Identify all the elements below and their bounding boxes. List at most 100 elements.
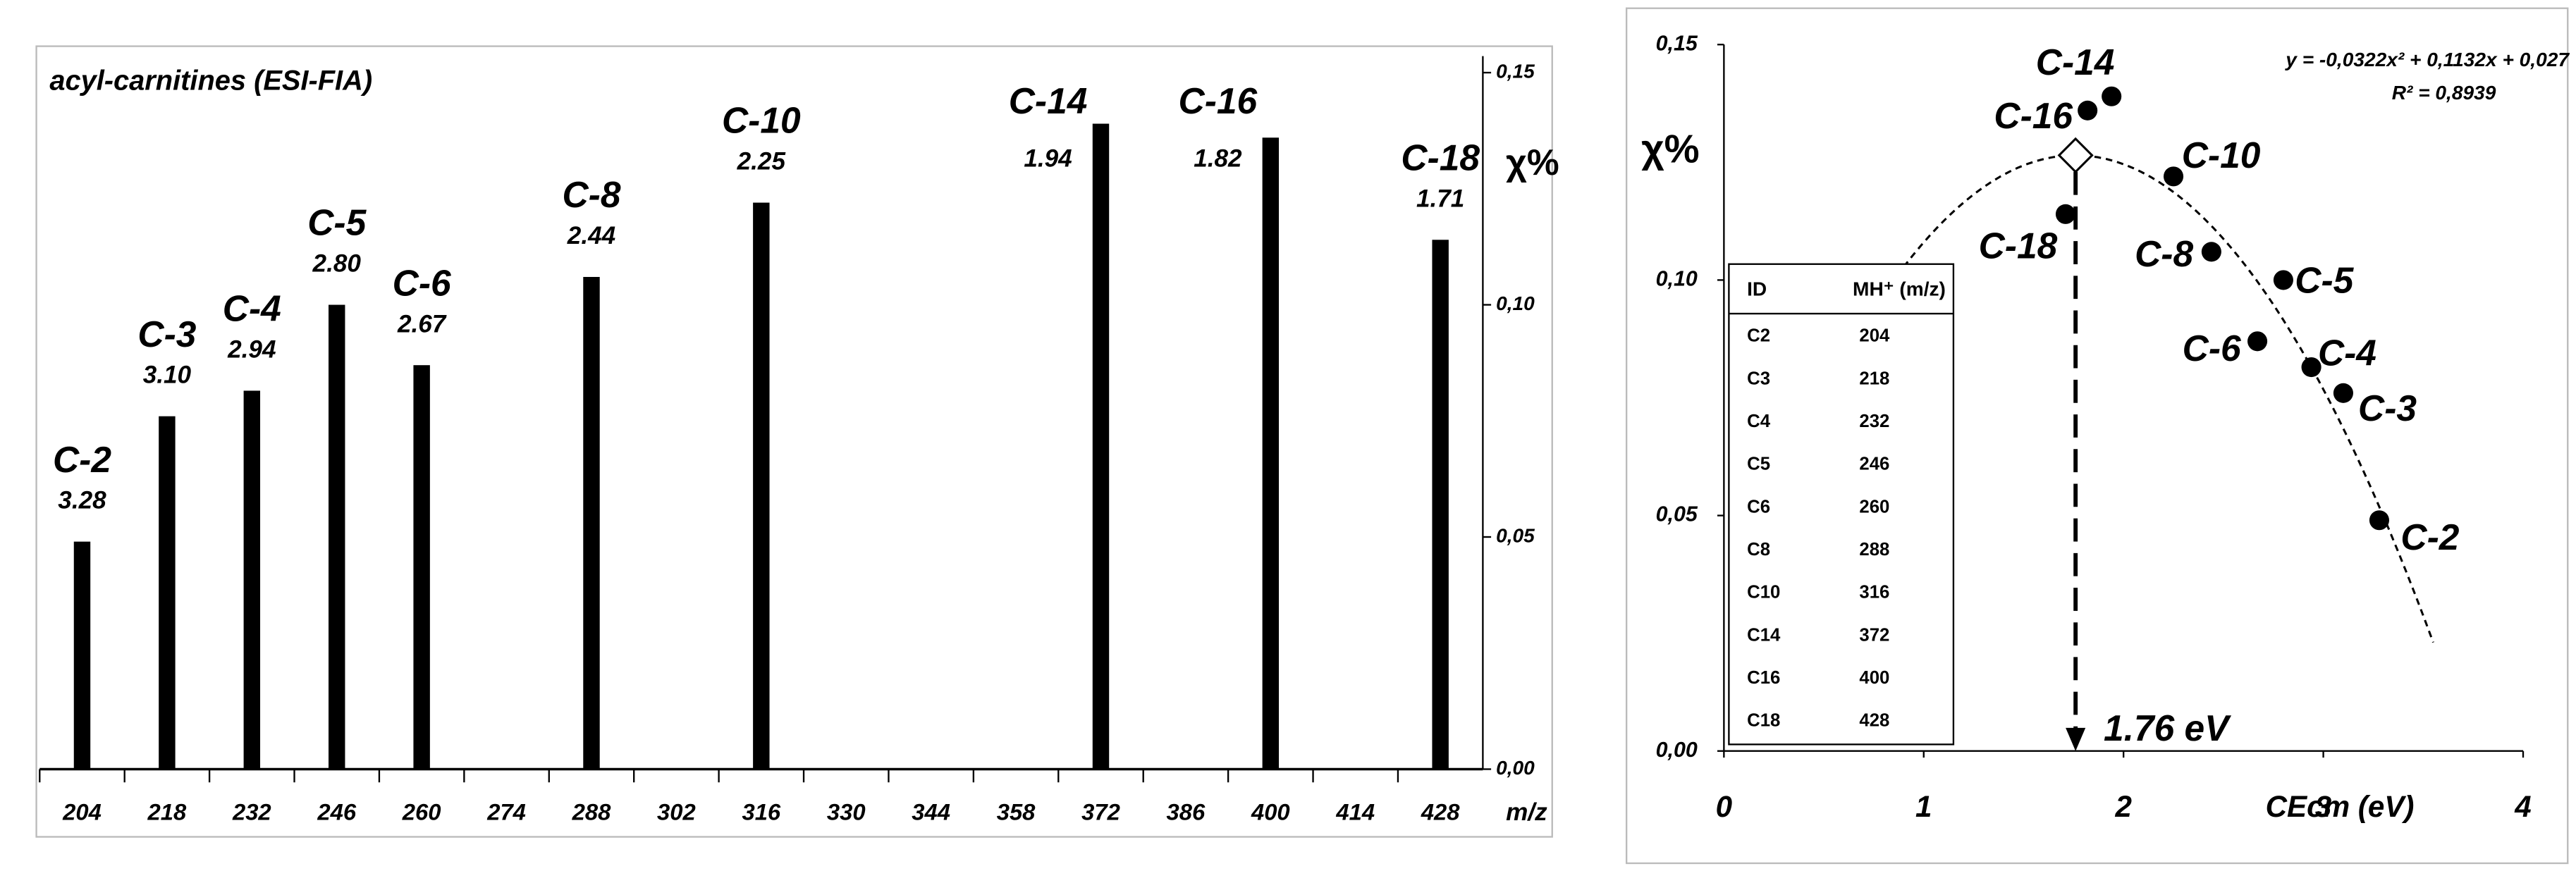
table-cell: 400 [1859, 668, 1889, 688]
x-tick-label: 1 [1915, 790, 1932, 823]
y-tick-label: 0,10 [1656, 266, 1698, 290]
bar-annotation: 3.28 [58, 487, 106, 514]
y-tick-label: 0,10 [1496, 292, 1535, 314]
bar-label: C-10 [722, 100, 801, 141]
x-tick-label: 316 [742, 798, 780, 824]
point [2102, 86, 2122, 106]
table-cell: 428 [1859, 711, 1889, 731]
arrow-head [2066, 727, 2086, 751]
bar-annotation: 2.80 [312, 250, 362, 278]
x-tick-label: 218 [147, 798, 187, 824]
bar-annotation: 2.94 [227, 336, 276, 364]
bar-annotation: 2.25 [737, 148, 786, 175]
x-tick-label: 4 [2514, 790, 2531, 823]
bar-annotation: 2.67 [397, 310, 447, 338]
y-tick-label: 0,15 [1656, 31, 1698, 55]
point [2055, 204, 2076, 224]
point [2201, 242, 2221, 262]
point [2078, 100, 2098, 121]
y-tick-label: 0,15 [1496, 60, 1535, 82]
table-cell: C6 [1747, 497, 1770, 517]
table-cell: 204 [1859, 326, 1890, 346]
bar [243, 390, 261, 770]
table-cell: 372 [1859, 625, 1889, 645]
x-tick-label: 232 [232, 798, 271, 824]
optimum-label: 1.76 eV [2104, 708, 2231, 748]
bar [329, 304, 345, 770]
bar-annotation: 3.10 [143, 362, 192, 389]
point [2273, 270, 2293, 290]
x-tick-label: 386 [1167, 798, 1206, 824]
fit-equation: y = -0,0322x² + 0,1132x + 0,027 [2284, 49, 2570, 70]
table-cell: C16 [1747, 668, 1780, 688]
x-tick-label: 3 [2315, 790, 2331, 823]
bar-annotation: 1.94 [1024, 144, 1072, 172]
bar-label: C-14 [1009, 80, 1088, 121]
r-squared: R² = 0,8939 [2392, 82, 2496, 104]
chart-title: acyl-carnitines (ESI-FIA) [49, 66, 372, 97]
table-cell: C18 [1747, 711, 1780, 731]
bar [413, 365, 430, 770]
x-tick-label: 0 [1716, 790, 1733, 823]
y-axis-label: χ% [1506, 142, 1559, 183]
x-axis-label: m/z [1506, 798, 1547, 826]
point-label: C-18 [1979, 226, 2058, 266]
bar-annotation: 1.71 [1416, 185, 1464, 212]
y-tick-label: 0,00 [1496, 757, 1535, 779]
bar-label: C-3 [137, 314, 196, 354]
bar [1432, 240, 1449, 770]
bar-annotation: 1.82 [1194, 144, 1242, 172]
point [2163, 166, 2184, 187]
bar-label: C-8 [562, 174, 620, 215]
bar-label: C-4 [223, 288, 281, 329]
x-tick-label: 358 [997, 798, 1036, 824]
table-cell: 316 [1859, 583, 1889, 603]
point [2301, 357, 2322, 378]
point [2369, 510, 2389, 531]
y-tick-label: 0,05 [1496, 524, 1535, 546]
point-label: C-6 [2183, 328, 2241, 369]
x-tick-label: 246 [317, 798, 356, 824]
bar [753, 202, 770, 770]
table-header: ID [1747, 278, 1767, 300]
x-tick-label: 274 [486, 798, 526, 824]
optimum-marker [2057, 137, 2094, 173]
bar-label: C-18 [1401, 137, 1480, 178]
fit-curve [1903, 154, 2434, 643]
table-cell: C4 [1747, 412, 1771, 431]
table-cell: 246 [1859, 455, 1889, 474]
table-header: MH⁺ (m/z) [1853, 278, 1946, 300]
table-cell: 232 [1859, 412, 1889, 431]
x-tick-label: 288 [572, 798, 611, 824]
point-label: C-2 [2400, 517, 2459, 557]
bar-annotation: 2.44 [567, 222, 615, 249]
left-frame [35, 45, 1553, 838]
point-label: C-4 [2318, 332, 2376, 373]
table-cell: 218 [1859, 369, 1889, 388]
point-label: C-16 [1994, 95, 2073, 136]
bar [1262, 137, 1280, 770]
point [2247, 331, 2268, 352]
y-tick-label: 0,00 [1656, 738, 1698, 762]
x-tick-label: 344 [912, 798, 950, 824]
bar [159, 416, 176, 770]
bar [1092, 123, 1110, 770]
point-label: C-3 [2358, 388, 2417, 428]
x-tick-label: 302 [657, 798, 696, 824]
x-tick-label: 372 [1081, 798, 1120, 824]
x-axis-label: CEcm (eV) [2266, 790, 2415, 823]
x-tick-label: 260 [402, 798, 441, 824]
x-tick-label: 414 [1335, 798, 1375, 824]
x-tick-label: 428 [1421, 798, 1460, 824]
bar [583, 276, 600, 770]
x-tick-label: 204 [62, 798, 102, 824]
bar-label: C-5 [307, 202, 367, 243]
point-label: C-14 [2036, 42, 2115, 82]
bar-label: C-2 [53, 439, 111, 480]
table-cell: C3 [1747, 369, 1770, 388]
x-tick-label: 330 [827, 798, 866, 824]
point-label: C-5 [2295, 260, 2354, 301]
x-tick-label: 2 [2114, 790, 2132, 823]
